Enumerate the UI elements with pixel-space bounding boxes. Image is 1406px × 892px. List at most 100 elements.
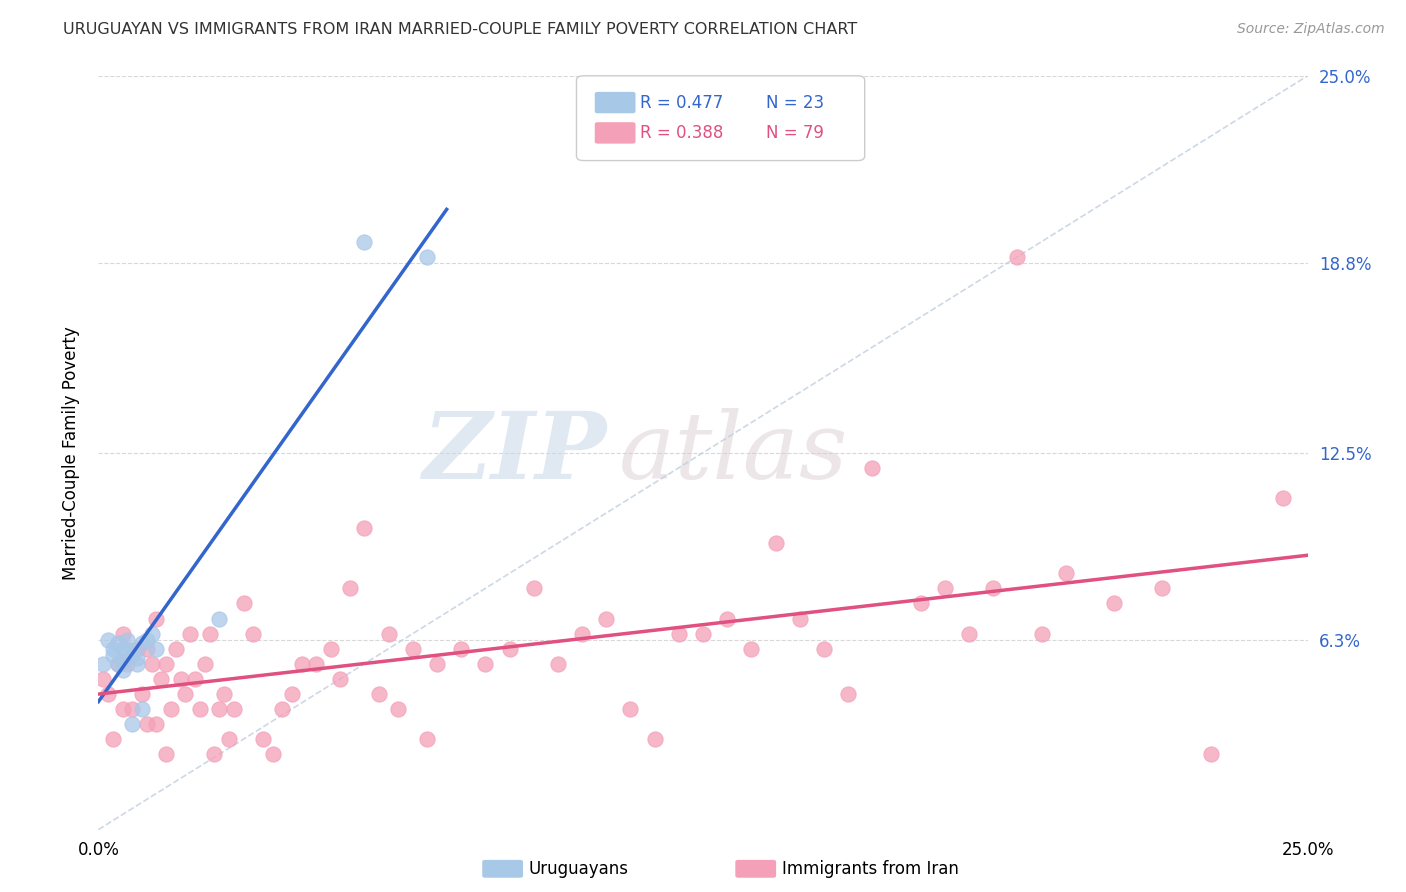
Point — [290, 657, 312, 671]
Text: atlas: atlas — [619, 408, 848, 498]
Point — [198, 626, 221, 640]
Point — [571, 626, 593, 640]
Point — [121, 717, 143, 731]
Point — [165, 641, 187, 656]
Point — [644, 732, 666, 747]
Point — [179, 626, 201, 640]
Point — [329, 672, 352, 686]
Point — [135, 717, 157, 731]
Point — [212, 687, 235, 701]
Point — [426, 657, 449, 671]
Point — [523, 582, 546, 596]
Point — [547, 657, 569, 671]
Point — [107, 657, 129, 671]
Point — [127, 650, 149, 665]
Point — [1031, 626, 1053, 640]
Point — [416, 732, 439, 747]
Point — [101, 648, 124, 662]
Point — [145, 717, 167, 731]
Point — [174, 687, 197, 701]
Point — [121, 648, 143, 662]
Point — [127, 641, 149, 656]
Point — [107, 657, 129, 671]
Point — [131, 687, 153, 701]
Text: N = 23: N = 23 — [766, 94, 824, 112]
Point — [97, 687, 120, 701]
Point — [145, 641, 167, 656]
Point — [141, 626, 163, 640]
Point — [127, 657, 149, 671]
Point — [101, 641, 124, 656]
Point — [668, 626, 690, 640]
Point — [188, 702, 211, 716]
Point — [242, 626, 264, 640]
Point — [208, 611, 231, 625]
Point — [169, 672, 191, 686]
Point — [97, 632, 120, 647]
Point — [131, 702, 153, 716]
Point — [111, 702, 134, 716]
Point — [117, 657, 139, 671]
Point — [232, 596, 254, 610]
Y-axis label: Married-Couple Family Poverty: Married-Couple Family Poverty — [62, 326, 80, 580]
Point — [101, 732, 124, 747]
Point — [91, 657, 114, 671]
Point — [155, 657, 177, 671]
Point — [117, 632, 139, 647]
Point — [416, 250, 439, 264]
Point — [716, 611, 738, 625]
Point — [981, 582, 1004, 596]
Point — [740, 641, 762, 656]
Point — [305, 657, 328, 671]
Point — [692, 626, 714, 640]
Point — [1152, 582, 1174, 596]
Point — [194, 657, 217, 671]
Point — [107, 635, 129, 649]
Point — [252, 732, 274, 747]
Point — [765, 536, 787, 550]
Text: Source: ZipAtlas.com: Source: ZipAtlas.com — [1237, 22, 1385, 37]
Point — [789, 611, 811, 625]
Point — [117, 641, 139, 656]
Point — [111, 663, 134, 677]
Point — [222, 702, 245, 716]
Point — [1007, 250, 1029, 264]
Text: URUGUAYAN VS IMMIGRANTS FROM IRAN MARRIED-COUPLE FAMILY POVERTY CORRELATION CHAR: URUGUAYAN VS IMMIGRANTS FROM IRAN MARRIE… — [63, 22, 858, 37]
Point — [1199, 747, 1222, 761]
Point — [860, 460, 883, 475]
Text: R = 0.477: R = 0.477 — [640, 94, 723, 112]
Point — [208, 702, 231, 716]
Point — [837, 687, 859, 701]
Point — [402, 641, 425, 656]
Point — [141, 657, 163, 671]
Point — [910, 596, 932, 610]
Point — [204, 747, 226, 761]
Point — [377, 626, 399, 640]
Point — [111, 641, 134, 656]
Text: Uruguayans: Uruguayans — [529, 860, 628, 878]
Point — [262, 747, 284, 761]
Point — [131, 635, 153, 649]
Text: R = 0.388: R = 0.388 — [640, 124, 723, 142]
Point — [281, 687, 304, 701]
Point — [160, 702, 183, 716]
Point — [135, 632, 157, 647]
Point — [218, 732, 240, 747]
Text: N = 79: N = 79 — [766, 124, 824, 142]
Point — [121, 702, 143, 716]
Point — [368, 687, 391, 701]
Point — [339, 582, 361, 596]
Text: ZIP: ZIP — [422, 408, 606, 498]
Point — [1102, 596, 1125, 610]
Point — [150, 672, 173, 686]
Point — [271, 702, 294, 716]
Point — [111, 654, 134, 668]
Point — [813, 641, 835, 656]
Point — [957, 626, 980, 640]
Point — [474, 657, 496, 671]
Point — [934, 582, 956, 596]
Point — [319, 641, 342, 656]
Text: Immigrants from Iran: Immigrants from Iran — [782, 860, 959, 878]
Point — [184, 672, 207, 686]
Point — [595, 611, 617, 625]
